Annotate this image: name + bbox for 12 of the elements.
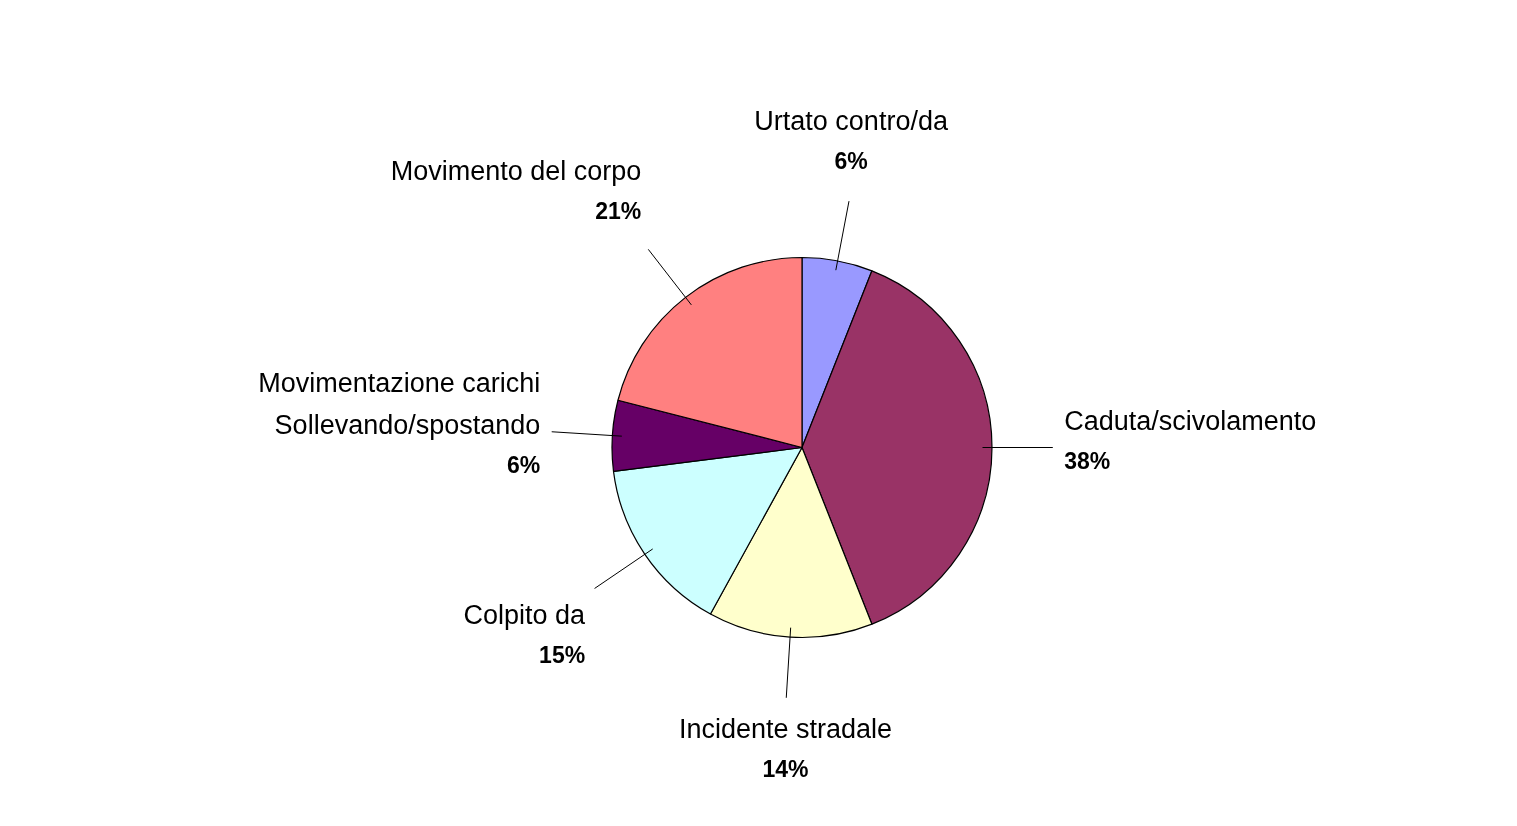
- slice-label: Movimento del corpo: [390, 156, 642, 187]
- data-label: 14%: [762, 756, 809, 783]
- data-label: 21%: [595, 198, 642, 225]
- data-label: 38%: [1064, 447, 1111, 474]
- data-label: 6%: [507, 452, 541, 479]
- slice-label: Movimentazione carichi Sollevando/spostando: [258, 368, 541, 441]
- data-label: 6%: [834, 147, 868, 174]
- data-label: 15%: [539, 641, 586, 668]
- slice-label: Caduta/scivolamento: [1064, 405, 1317, 436]
- slice-label: Colpito da: [463, 599, 587, 630]
- slice-label: Incidente stradale: [678, 714, 893, 745]
- slice-label: Urtato contro/da: [754, 105, 949, 136]
